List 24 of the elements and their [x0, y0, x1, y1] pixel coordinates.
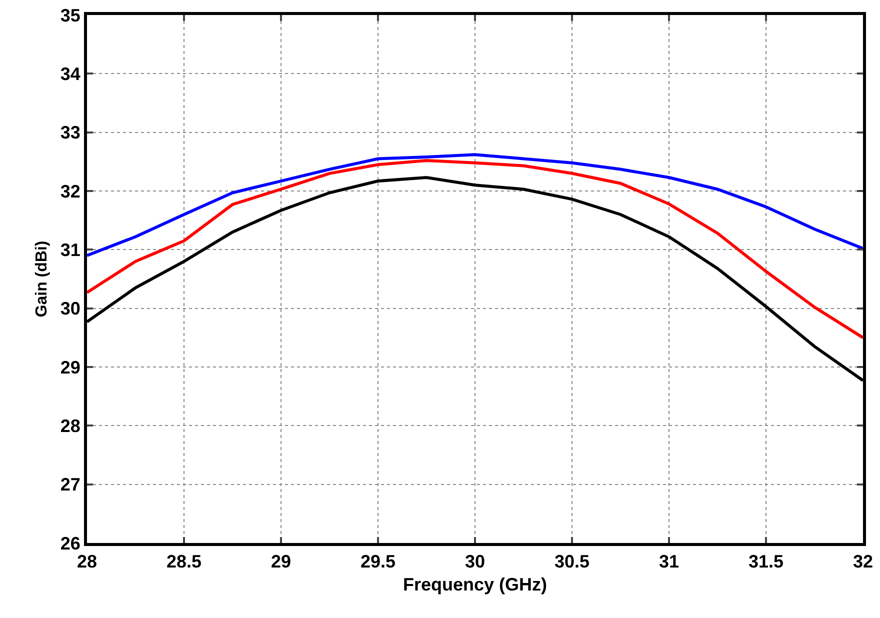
x-axis-title: Frequency (GHz)	[402, 574, 548, 595]
line-series	[87, 176, 863, 382]
y-tick-label: 31	[60, 240, 80, 260]
x-tick-label: 30.5	[554, 552, 590, 572]
x-tick-label: 32	[852, 552, 874, 572]
y-tick-label: 29	[60, 357, 80, 378]
y-tick-label: 26	[60, 533, 80, 554]
y-tick-label: 30	[60, 298, 80, 319]
y-tick-label: 27	[60, 474, 80, 495]
y-tick-label: 32	[60, 181, 80, 202]
x-tick-label: 28.5	[166, 552, 202, 572]
y-tick-label: 28	[60, 416, 80, 436]
x-tick-label: 29	[270, 552, 292, 572]
x-tick-label: 29.5	[360, 552, 396, 572]
x-tick-label: 31	[658, 552, 680, 572]
y-tick-label: 34	[60, 64, 80, 84]
x-tick-label: 31.5	[748, 552, 784, 572]
x-tick-label: 30	[464, 552, 486, 572]
y-tick-label: 35	[60, 5, 80, 26]
y-tick-label: 33	[60, 122, 80, 143]
line-series	[87, 158, 863, 340]
line-series	[87, 153, 863, 258]
y-axis-title: Gain (dBi)	[33, 240, 50, 318]
x-tick-label: 28	[76, 552, 98, 572]
